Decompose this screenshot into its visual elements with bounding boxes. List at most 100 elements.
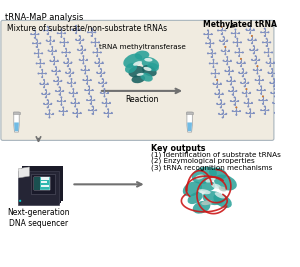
Circle shape bbox=[236, 41, 239, 44]
Circle shape bbox=[235, 110, 238, 112]
Circle shape bbox=[69, 52, 70, 53]
Circle shape bbox=[223, 36, 224, 38]
Circle shape bbox=[60, 32, 62, 34]
Circle shape bbox=[103, 92, 106, 94]
Circle shape bbox=[255, 79, 256, 81]
Circle shape bbox=[75, 39, 77, 41]
Circle shape bbox=[212, 62, 214, 65]
Ellipse shape bbox=[147, 63, 159, 71]
Circle shape bbox=[101, 81, 104, 84]
Circle shape bbox=[59, 41, 62, 43]
Circle shape bbox=[70, 85, 73, 87]
Circle shape bbox=[98, 58, 100, 60]
Ellipse shape bbox=[143, 67, 152, 71]
Circle shape bbox=[235, 90, 237, 92]
Circle shape bbox=[216, 62, 218, 64]
Circle shape bbox=[100, 75, 102, 77]
Circle shape bbox=[45, 72, 47, 74]
Circle shape bbox=[64, 32, 66, 34]
Circle shape bbox=[267, 31, 269, 33]
Circle shape bbox=[212, 66, 214, 68]
Circle shape bbox=[267, 48, 269, 50]
Circle shape bbox=[260, 93, 262, 95]
Circle shape bbox=[91, 31, 93, 33]
Circle shape bbox=[256, 72, 258, 74]
Bar bbox=[31, 174, 55, 194]
Circle shape bbox=[91, 35, 93, 37]
Circle shape bbox=[105, 105, 107, 108]
Circle shape bbox=[58, 90, 61, 92]
Ellipse shape bbox=[211, 184, 221, 189]
Circle shape bbox=[238, 72, 240, 74]
Circle shape bbox=[251, 59, 253, 61]
Circle shape bbox=[274, 92, 276, 94]
Circle shape bbox=[209, 39, 211, 41]
Circle shape bbox=[240, 58, 242, 60]
Circle shape bbox=[58, 93, 61, 96]
Circle shape bbox=[34, 33, 36, 35]
Circle shape bbox=[84, 69, 86, 71]
Circle shape bbox=[238, 48, 240, 50]
Circle shape bbox=[253, 29, 255, 30]
Circle shape bbox=[70, 61, 73, 64]
Circle shape bbox=[226, 63, 228, 65]
Circle shape bbox=[244, 85, 246, 87]
Circle shape bbox=[230, 76, 232, 78]
Circle shape bbox=[43, 83, 45, 85]
Circle shape bbox=[46, 99, 49, 101]
Circle shape bbox=[43, 86, 45, 88]
Circle shape bbox=[207, 52, 209, 54]
Circle shape bbox=[272, 102, 274, 104]
Circle shape bbox=[255, 62, 256, 64]
Circle shape bbox=[57, 60, 59, 62]
Circle shape bbox=[262, 41, 264, 43]
Circle shape bbox=[267, 109, 269, 111]
Circle shape bbox=[240, 61, 242, 64]
Circle shape bbox=[30, 33, 32, 35]
Circle shape bbox=[269, 41, 271, 43]
Circle shape bbox=[96, 55, 98, 57]
Circle shape bbox=[221, 26, 223, 28]
Circle shape bbox=[269, 65, 271, 67]
Circle shape bbox=[38, 33, 40, 35]
Circle shape bbox=[224, 49, 226, 52]
Circle shape bbox=[223, 60, 224, 62]
Circle shape bbox=[36, 46, 38, 48]
Circle shape bbox=[69, 68, 70, 70]
Circle shape bbox=[100, 68, 102, 70]
Circle shape bbox=[76, 116, 78, 117]
Circle shape bbox=[92, 109, 94, 111]
Ellipse shape bbox=[136, 73, 144, 76]
Circle shape bbox=[74, 102, 76, 104]
Circle shape bbox=[84, 49, 86, 51]
Circle shape bbox=[96, 72, 98, 74]
Circle shape bbox=[45, 89, 47, 91]
Circle shape bbox=[67, 65, 69, 67]
Circle shape bbox=[41, 52, 43, 54]
Circle shape bbox=[209, 62, 211, 64]
Circle shape bbox=[269, 82, 271, 84]
Circle shape bbox=[94, 45, 96, 47]
Circle shape bbox=[98, 65, 100, 67]
Circle shape bbox=[247, 105, 249, 108]
Circle shape bbox=[88, 109, 90, 111]
Circle shape bbox=[53, 40, 55, 42]
Circle shape bbox=[256, 65, 258, 67]
Circle shape bbox=[80, 45, 83, 47]
Circle shape bbox=[260, 69, 262, 71]
Circle shape bbox=[273, 78, 275, 80]
Circle shape bbox=[92, 52, 95, 53]
Circle shape bbox=[230, 84, 232, 85]
Circle shape bbox=[266, 61, 268, 64]
Circle shape bbox=[279, 102, 281, 104]
Ellipse shape bbox=[188, 192, 203, 204]
Circle shape bbox=[208, 42, 211, 44]
Circle shape bbox=[58, 110, 61, 112]
Text: Key outputs: Key outputs bbox=[151, 144, 206, 153]
Ellipse shape bbox=[141, 57, 159, 70]
Circle shape bbox=[43, 62, 45, 64]
Circle shape bbox=[57, 80, 59, 82]
Circle shape bbox=[270, 92, 272, 94]
Circle shape bbox=[63, 41, 65, 44]
Circle shape bbox=[103, 95, 105, 97]
